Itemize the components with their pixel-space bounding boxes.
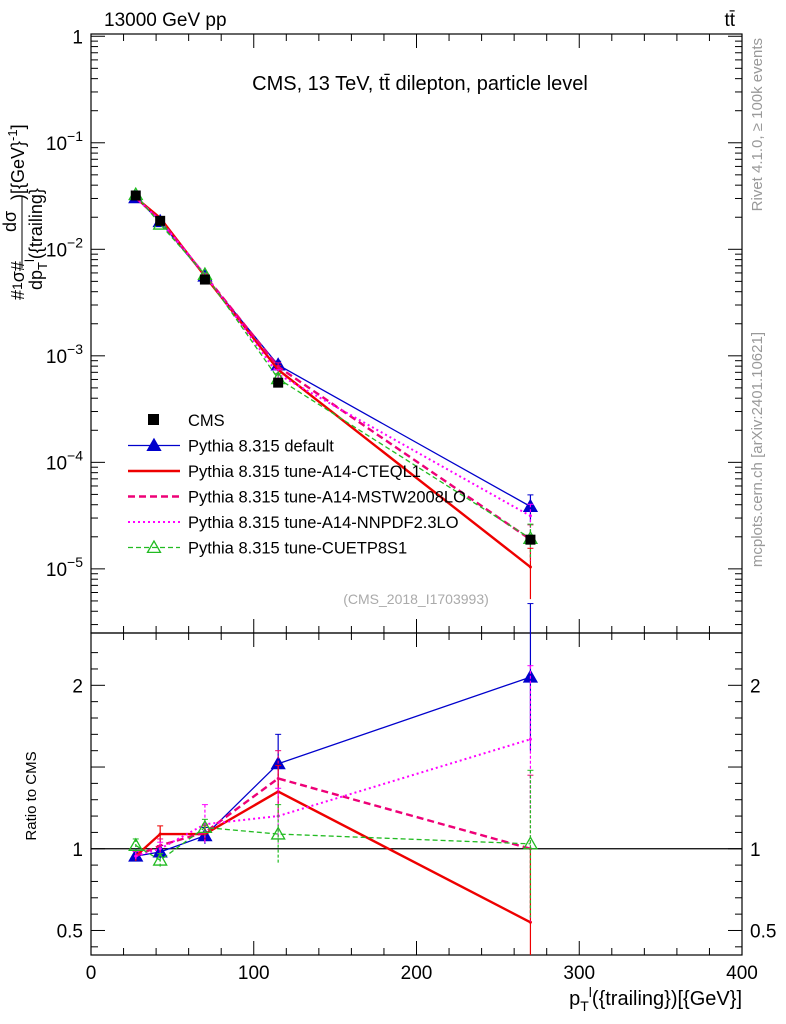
cms-data-point xyxy=(130,190,141,201)
y-tick-label: 10−4 xyxy=(46,447,83,474)
data-point-pythia-8-315-tune-cuetp8s1 xyxy=(197,819,213,834)
energy-label: 13000 GeV pp xyxy=(104,10,227,31)
data-point-pythia-8-315-tune-a14-nnpdf2-3lo xyxy=(134,854,138,858)
cms-data-point xyxy=(273,377,284,388)
svg-text:#1σ#: #1σ# xyxy=(8,261,28,300)
data-point-pythia-8-315-tune-a14-mstw2008lo xyxy=(158,843,162,847)
series-line-pythia-8-315-tune-cuetp8s1 xyxy=(135,826,531,861)
ratio-y-tick-label-right: 1 xyxy=(750,840,761,861)
legend-label-pythia-8-315-tune-a14-nnpdf2-3lo: Pythia 8.315 tune-A14-NNPDF2.3LO xyxy=(188,514,459,532)
x-axis-label: pTl({trailing})[{GeV}] xyxy=(569,984,742,1014)
x-tick-label: 400 xyxy=(726,963,758,984)
y-tick-label: 10−2 xyxy=(46,234,83,261)
legend: CMS Pythia 8.315 default Pythia 8.315 tune… xyxy=(128,412,466,558)
series-line-pythia-8-315-tune-a14-nnpdf2-3lo xyxy=(135,738,531,858)
series-line-pythia-8-315-tune-a14-cteql1 xyxy=(134,790,531,924)
analysis-tag: (CMS_2018_I1703993) xyxy=(343,591,489,607)
svg-text:dσ: dσ xyxy=(0,211,20,232)
x-tick-label: 0 xyxy=(86,963,97,984)
cms-data-point xyxy=(525,534,536,545)
y-tick-label: 10−5 xyxy=(46,554,83,581)
legend-label-pythia-8-315-default: Pythia 8.315 default xyxy=(188,438,334,456)
rivet-version-label: Rivet 4.1.0, ≥ 100k events xyxy=(749,38,766,211)
svg-text:)[{GeV}-1]: )[{GeV}-1] xyxy=(5,124,28,200)
data-point-pythia-8-315-tune-cuetp8s1 xyxy=(152,852,168,866)
legend-label-pythia-8-315-tune-cuetp8s1: Pythia 8.315 tune-CUETP8S1 xyxy=(188,540,407,558)
legend-marker-pythia-8-315-tune-cuetp8s1 xyxy=(146,539,162,554)
series-line-pythia-8-315-default xyxy=(135,197,531,508)
cms-data-point xyxy=(155,215,166,226)
y-tick-label: 1 xyxy=(72,27,83,48)
ratio-y-axis-label: Ratio to CMS xyxy=(23,751,40,840)
data-point-pythia-8-315-tune-cuetp8s1 xyxy=(128,837,144,852)
ratio-y-tick-label: 2 xyxy=(72,676,83,697)
process-label: tt̄ xyxy=(724,10,735,31)
ratio-panel: 0 100 200 300 400 0.5 0.5 1 1 2 2 xyxy=(57,603,776,984)
ratio-y-tick-label-right: 0.5 xyxy=(750,921,776,942)
x-tick-label: 300 xyxy=(563,963,595,984)
data-point-pythia-8-315-tune-cuetp8s1 xyxy=(270,826,286,840)
main-title: CMS, 13 TeV, tt̄ dilepton, particle leve… xyxy=(252,73,588,95)
series-line-pythia-8-315-tune-a14-cteql1 xyxy=(134,196,532,568)
cms-data-point xyxy=(199,274,210,285)
legend-label-pythia-8-315-tune-a14-mstw2008lo: Pythia 8.315 tune-A14-MSTW2008LO xyxy=(188,489,466,507)
legend-marker-cms xyxy=(148,414,159,425)
data-point-pythia-8-315-tune-a14-cteql1 xyxy=(158,832,162,836)
ratio-y-tick-label: 1 xyxy=(72,840,83,861)
mcplots-label: mcplots.cern.ch [arXiv:2401.10621] xyxy=(749,332,766,567)
y-tick-label: 10−3 xyxy=(46,341,83,368)
legend-label-pythia-8-315-tune-a14-cteql1: Pythia 8.315 tune-A14-CTEQL1 xyxy=(188,463,421,481)
data-point-pythia-8-315-tune-a14-nnpdf2-3lo xyxy=(528,514,532,518)
ratio-panel-frame xyxy=(90,632,743,956)
data-point-pythia-8-315-tune-a14-nnpdf2-3lo xyxy=(158,847,162,851)
series-line-pythia-8-315-tune-a14-mstw2008lo xyxy=(135,777,531,858)
data-point-pythia-8-315-tune-a14-nnpdf2-3lo xyxy=(528,737,532,741)
x-tick-label: 100 xyxy=(238,963,270,984)
y-axis-label: #1σ# dσ dpTl({trailing} )[{GeV}-1] xyxy=(0,124,50,300)
data-point-pythia-8-315-tune-a14-mstw2008lo xyxy=(276,365,280,369)
series-line-pythia-8-315-tune-cuetp8s1 xyxy=(135,194,531,539)
svg-text:dpTl({trailing}: dpTl({trailing} xyxy=(22,188,50,290)
legend-label-cms: CMS xyxy=(188,412,225,430)
y-tick-label: 10−1 xyxy=(46,128,83,155)
data-point-pythia-8-315-tune-a14-mstw2008lo xyxy=(276,776,280,780)
legend-marker-pythia-8-315-default xyxy=(146,437,162,452)
x-tick-label: 200 xyxy=(401,963,433,984)
ratio-y-tick-label-right: 2 xyxy=(750,676,761,697)
data-point-pythia-8-315-tune-cuetp8s1 xyxy=(522,836,539,850)
main-panel: 1 10−1 10−2 10−3 10−4 10−5 xyxy=(46,27,743,634)
ratio-y-tick-label: 0.5 xyxy=(57,921,83,942)
data-point-pythia-8-315-tune-a14-cteql1 xyxy=(528,565,532,569)
